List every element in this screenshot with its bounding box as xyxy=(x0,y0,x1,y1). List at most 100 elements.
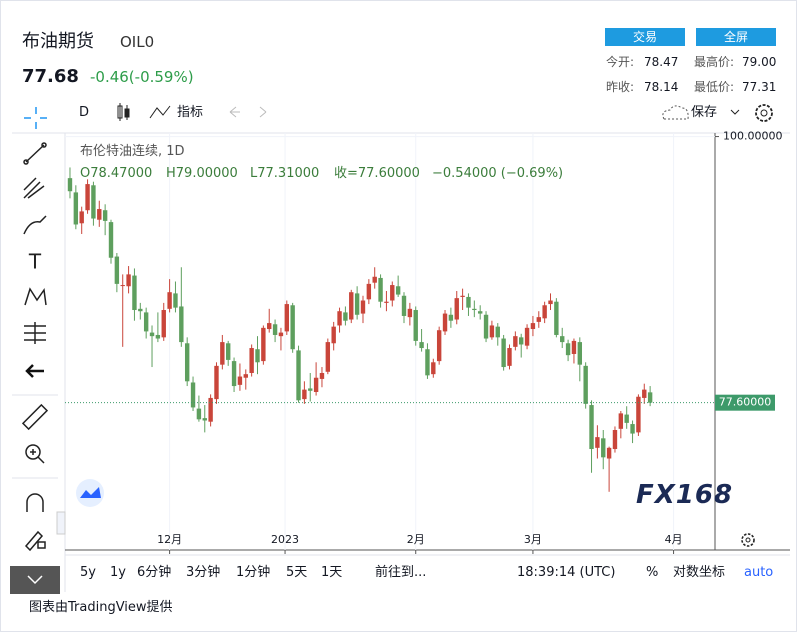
candle-body xyxy=(220,342,225,365)
candle-body xyxy=(354,293,360,315)
candle-body xyxy=(407,308,413,318)
legend-high: H79.00000 xyxy=(166,166,238,181)
candle-body xyxy=(302,389,307,400)
indicator-icon[interactable] xyxy=(149,105,171,119)
legend-low: L77.31000 xyxy=(250,166,320,181)
candle-body xyxy=(554,301,559,335)
crosshair-tool[interactable] xyxy=(24,107,47,129)
range-button[interactable]: 5y xyxy=(80,565,96,580)
candle-body xyxy=(454,298,459,320)
trade-button[interactable]: 交易 xyxy=(605,28,685,46)
candle-body xyxy=(173,293,178,308)
candle-body xyxy=(114,256,120,284)
candle-body xyxy=(489,325,495,338)
footer: 图表由TradingView提供 xyxy=(29,600,173,615)
range-button[interactable]: 6分钟 xyxy=(137,565,172,580)
candle-body xyxy=(308,388,313,391)
candle-body xyxy=(466,296,471,308)
goto-button[interactable]: 前往到... xyxy=(375,565,427,580)
tv-logo xyxy=(76,479,104,507)
brush-tool[interactable] xyxy=(23,215,47,235)
fib-tool[interactable] xyxy=(23,177,45,199)
candle-body xyxy=(477,311,483,314)
candle-body xyxy=(589,405,594,450)
candle-body xyxy=(612,430,618,450)
zoom-tool[interactable] xyxy=(25,444,45,464)
candle-body xyxy=(384,301,389,303)
candle-body xyxy=(208,397,213,422)
stat-value: 77.31 xyxy=(742,80,777,94)
lock-tool[interactable] xyxy=(24,530,46,552)
cloud-icon[interactable] xyxy=(662,105,689,120)
candle-body xyxy=(536,317,541,322)
candle-body xyxy=(448,314,454,321)
candle-body xyxy=(372,276,377,283)
candle-body xyxy=(483,314,489,339)
back-tool[interactable] xyxy=(25,364,44,378)
percent-button[interactable]: % xyxy=(646,565,659,580)
range-button[interactable]: 3分钟 xyxy=(186,565,221,580)
range-button[interactable]: 1分钟 xyxy=(236,565,271,580)
x-tick-label: 4月 xyxy=(665,533,683,546)
candle-body xyxy=(542,305,547,319)
watermark: FX168 xyxy=(636,480,734,510)
fullscreen-button[interactable]: 全屏 xyxy=(696,28,776,46)
candle-body xyxy=(548,300,553,305)
x-tick-label: 2月 xyxy=(407,533,425,546)
candle-body xyxy=(647,392,653,403)
candle-body xyxy=(143,312,149,332)
candle-body xyxy=(577,342,583,365)
candle-body xyxy=(108,222,114,258)
range-button[interactable]: 1y xyxy=(110,565,126,580)
measure-tool[interactable] xyxy=(24,322,46,344)
auto-button[interactable]: auto xyxy=(744,565,774,580)
range-button[interactable]: 1天 xyxy=(321,565,343,580)
candle-body xyxy=(196,408,202,420)
candle-body xyxy=(642,389,647,398)
candle-body xyxy=(284,304,290,332)
pattern-tool[interactable] xyxy=(24,287,47,306)
magnet-tool[interactable] xyxy=(26,493,44,512)
ruler-tool[interactable] xyxy=(21,403,49,431)
stat-value: 78.47 xyxy=(644,55,679,69)
interval-button[interactable]: D xyxy=(79,105,90,120)
candle-body xyxy=(190,382,196,408)
x-tick-label: 12月 xyxy=(157,533,182,546)
candle-body xyxy=(120,285,125,287)
settings-icon[interactable] xyxy=(755,104,773,122)
candle-body xyxy=(179,306,184,343)
log-button[interactable]: 对数坐标 xyxy=(673,565,726,580)
indicators-button[interactable]: 指标 xyxy=(177,105,204,120)
legend-title[interactable]: 布伦特油连续, 1D xyxy=(80,144,185,159)
undo-icon[interactable] xyxy=(229,106,240,118)
candle-body xyxy=(560,336,565,343)
candle-body xyxy=(442,313,448,332)
text-tool[interactable]: T xyxy=(28,250,42,274)
drawing-toolbar: T xyxy=(10,107,66,594)
axis-settings-icon[interactable] xyxy=(741,533,755,547)
candle-body xyxy=(636,396,641,433)
hide-tool[interactable] xyxy=(10,566,60,594)
candle-body xyxy=(343,312,348,321)
price-label-box xyxy=(715,394,775,411)
candle-body xyxy=(495,326,500,338)
candle-body xyxy=(202,418,207,421)
candle-body xyxy=(601,438,606,458)
candle-body xyxy=(366,283,372,300)
candle-body xyxy=(249,348,254,373)
candle-style-icon[interactable] xyxy=(117,103,130,121)
candle-body xyxy=(97,209,102,220)
save-button[interactable]: 保存 xyxy=(691,105,718,120)
trendline-tool[interactable] xyxy=(23,142,47,165)
stat-value: 78.14 xyxy=(644,80,679,94)
candle-body xyxy=(331,326,336,344)
candle-body xyxy=(565,343,571,356)
candle-body xyxy=(595,437,600,448)
candle-body xyxy=(278,332,284,337)
dropdown-icon[interactable] xyxy=(730,109,740,115)
range-button[interactable]: 5天 xyxy=(286,565,308,580)
redo-icon[interactable] xyxy=(259,106,267,118)
candle-body xyxy=(325,342,331,372)
